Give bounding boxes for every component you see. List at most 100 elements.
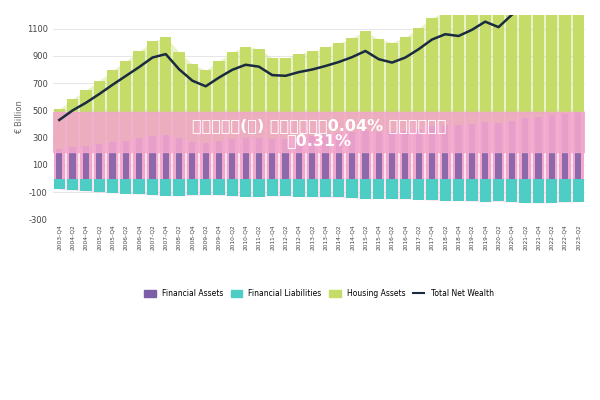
Bar bbox=[253, 178, 265, 196]
Bar bbox=[429, 126, 435, 178]
Bar bbox=[493, 4, 504, 123]
Bar bbox=[147, 136, 158, 178]
Text: 跌0.31%: 跌0.31% bbox=[286, 133, 352, 148]
Bar bbox=[160, 178, 172, 196]
Bar bbox=[559, 0, 571, 114]
Bar bbox=[94, 144, 105, 178]
Bar bbox=[533, 178, 544, 203]
Bar bbox=[559, 178, 571, 202]
Bar bbox=[335, 133, 342, 178]
Bar bbox=[163, 135, 169, 178]
Bar bbox=[506, 121, 517, 178]
Bar bbox=[133, 51, 145, 138]
Bar bbox=[426, 178, 437, 200]
Bar bbox=[200, 70, 211, 143]
Bar bbox=[242, 138, 249, 178]
Bar bbox=[520, 178, 531, 203]
Bar bbox=[53, 109, 65, 148]
Bar bbox=[280, 139, 291, 178]
Bar bbox=[187, 142, 198, 178]
Bar bbox=[333, 43, 344, 133]
Bar bbox=[53, 148, 65, 178]
Bar bbox=[373, 132, 385, 178]
Bar bbox=[227, 52, 238, 139]
Bar bbox=[386, 42, 398, 132]
Bar bbox=[136, 138, 142, 178]
Bar bbox=[546, 0, 557, 115]
Bar bbox=[173, 138, 185, 178]
Bar bbox=[80, 146, 92, 178]
Bar bbox=[227, 139, 238, 178]
Bar bbox=[307, 178, 318, 197]
Bar bbox=[280, 178, 291, 196]
Bar bbox=[107, 142, 118, 178]
Bar bbox=[572, 178, 584, 202]
Bar bbox=[440, 12, 451, 125]
Bar bbox=[256, 138, 262, 178]
Bar bbox=[376, 132, 382, 178]
Bar bbox=[562, 114, 568, 178]
Bar bbox=[80, 178, 92, 191]
Bar bbox=[320, 47, 331, 134]
Bar bbox=[200, 178, 211, 195]
Bar bbox=[413, 28, 424, 129]
Bar bbox=[94, 178, 105, 192]
Bar bbox=[296, 137, 302, 178]
Bar bbox=[107, 70, 118, 142]
Bar bbox=[187, 178, 198, 195]
Bar bbox=[189, 142, 196, 178]
Bar bbox=[575, 112, 581, 178]
Bar bbox=[280, 58, 291, 139]
Bar bbox=[546, 178, 557, 203]
Bar bbox=[400, 131, 411, 178]
Bar bbox=[214, 141, 224, 178]
Bar bbox=[214, 61, 224, 141]
Bar bbox=[402, 131, 409, 178]
Bar bbox=[442, 125, 448, 178]
Bar bbox=[360, 130, 371, 178]
Bar bbox=[535, 116, 542, 178]
Bar bbox=[466, 178, 478, 201]
Bar bbox=[479, 122, 491, 178]
Bar bbox=[349, 132, 355, 178]
Bar bbox=[509, 121, 515, 178]
Bar bbox=[176, 138, 182, 178]
Bar bbox=[413, 178, 424, 200]
Bar bbox=[455, 126, 461, 178]
Bar bbox=[120, 178, 131, 194]
Bar bbox=[253, 49, 265, 138]
Bar bbox=[80, 90, 92, 146]
Bar bbox=[373, 39, 385, 132]
Legend: Financial Assets, Financial Liabilities, Housing Assets, Total Net Wealth: Financial Assets, Financial Liabilities,… bbox=[141, 286, 497, 302]
Bar bbox=[493, 123, 504, 178]
Bar bbox=[120, 61, 131, 141]
Bar bbox=[94, 81, 105, 144]
Bar bbox=[187, 64, 198, 142]
Bar bbox=[333, 178, 344, 197]
Bar bbox=[67, 99, 78, 147]
Bar bbox=[546, 115, 557, 178]
Bar bbox=[309, 136, 315, 178]
Bar bbox=[320, 178, 331, 197]
Bar bbox=[453, 126, 464, 178]
Bar bbox=[482, 122, 488, 178]
Bar bbox=[214, 178, 224, 195]
Bar bbox=[360, 31, 371, 130]
Bar bbox=[67, 178, 78, 190]
Bar bbox=[520, 118, 531, 178]
Bar bbox=[229, 139, 235, 178]
Bar bbox=[360, 178, 371, 199]
Bar bbox=[426, 126, 437, 178]
Bar bbox=[147, 178, 158, 195]
Bar bbox=[200, 143, 211, 178]
Bar bbox=[466, 7, 478, 124]
Bar bbox=[572, 0, 584, 112]
Bar bbox=[123, 141, 129, 178]
Bar bbox=[362, 130, 368, 178]
Bar bbox=[109, 142, 116, 178]
Bar bbox=[440, 178, 451, 201]
Y-axis label: € Billion: € Billion bbox=[15, 100, 24, 134]
Bar bbox=[533, 0, 544, 116]
Bar bbox=[293, 54, 305, 137]
Bar bbox=[320, 134, 331, 178]
